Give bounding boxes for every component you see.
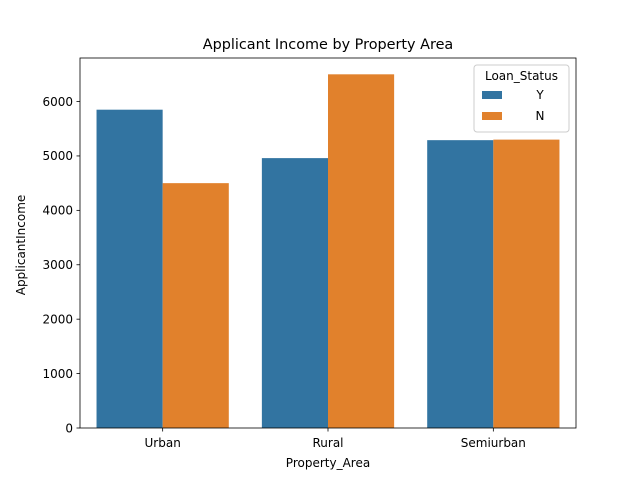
y-tick-label: 3000 [42,258,73,272]
axes-group: 0 1000 2000 3000 4000 5000 6000 Urban Rural Semiu… [42,57,577,450]
legend-label-y: Y [535,88,544,102]
bar-semiurban-n [493,139,560,428]
bar-semiurban-y [427,140,494,428]
y-tick-label: 2000 [42,312,73,326]
legend-label-n: N [536,109,545,123]
bar-urban-y [96,109,163,428]
x-tick-label: Urban [145,436,181,450]
y-tick-label: 5000 [42,149,73,163]
y-tick-label: 6000 [42,95,73,109]
x-tick-label: Rural [312,436,343,450]
y-tick-label: 1000 [42,367,73,381]
legend-title: Loan_Status [485,69,558,83]
bar-rural-n [328,74,395,428]
legend-swatch-n [482,112,502,120]
legend: Loan_Status YN [473,64,570,133]
bars-group [96,74,560,428]
x-axis-label: Property_Area [286,456,370,470]
x-tick-label: Semiurban [461,436,526,450]
chart-title: Applicant Income by Property Area [203,37,454,53]
y-axis-label: ApplicantIncome [14,195,28,296]
y-tick-label: 4000 [42,204,73,218]
y-tick-label: 0 [65,421,73,435]
bar-rural-y [261,158,328,428]
legend-swatch-y [482,91,502,99]
bar-urban-n [162,183,229,428]
